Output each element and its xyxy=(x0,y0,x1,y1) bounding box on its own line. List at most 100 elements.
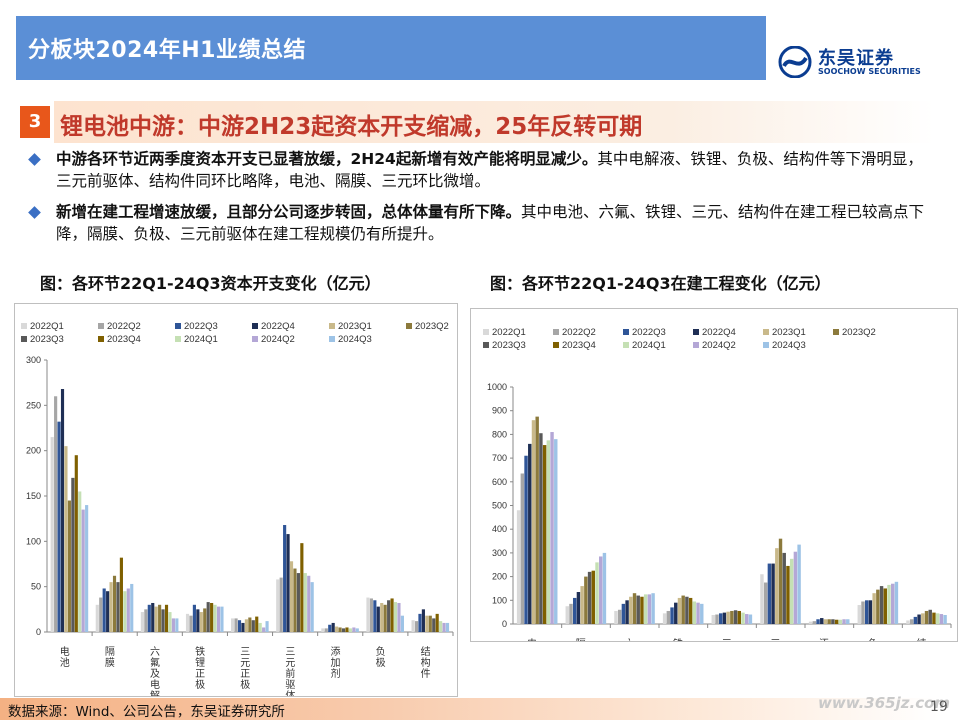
bar-2024Q1-4 xyxy=(741,612,745,624)
bar-2023Q2-6 xyxy=(827,619,831,624)
bar-2023Q1-2 xyxy=(154,606,158,632)
bar-2022Q4-0 xyxy=(528,443,532,624)
bar-2024Q1-4 xyxy=(258,622,262,632)
bar-2022Q2-0 xyxy=(520,473,525,624)
legend-label: 2024Q2 xyxy=(261,334,295,345)
x-category-label: 三元前驱体 xyxy=(283,646,295,696)
legend-item: 2022Q1 xyxy=(21,321,64,332)
bar-2023Q3-4 xyxy=(251,620,255,632)
bar-2022Q4-2 xyxy=(151,602,155,632)
bar-2022Q3-2 xyxy=(147,604,151,632)
legend-item: 2023Q1 xyxy=(763,327,806,338)
capex-chart: 2022Q1 2022Q2 2022Q3 2022Q4 2023Q1 2023Q2 2023… xyxy=(14,303,458,697)
bar-2024Q3-8 xyxy=(445,622,450,632)
bar-2022Q3-4 xyxy=(718,613,723,624)
legend-label: 2024Q2 xyxy=(702,340,736,351)
bar-2023Q1-8 xyxy=(921,613,925,624)
bar-2024Q1-7 xyxy=(887,584,891,624)
bar-2022Q4-3 xyxy=(196,609,200,632)
bar-2022Q4-1 xyxy=(106,591,110,632)
bar-2023Q3-0 xyxy=(539,433,543,624)
bar-2024Q1-1 xyxy=(595,562,599,624)
bullet-point-2: 新增在建工程增速放缓，且部分公司逐步转固，总体体量有所下降。其中电池、六氟、铁锂… xyxy=(24,201,924,247)
bar-2024Q2-7 xyxy=(891,583,895,624)
legend-label: 2022Q1 xyxy=(30,321,64,332)
legend-label: 2023Q2 xyxy=(415,321,449,332)
bar-2022Q3-0 xyxy=(524,455,528,624)
bar-2023Q1-5 xyxy=(289,561,294,632)
bar-2023Q1-4 xyxy=(726,611,730,624)
legend-swatch xyxy=(252,323,258,330)
x-category-label: 隔膜 xyxy=(102,646,114,668)
bar-2022Q4-5 xyxy=(286,534,290,632)
bar-2023Q1-1 xyxy=(109,582,113,632)
bar-2022Q3-5 xyxy=(767,563,772,624)
legend-swatch xyxy=(623,329,629,336)
x-category-label: 结构件 xyxy=(914,637,926,641)
y-tick-label: 900 xyxy=(492,406,507,416)
legend-item: 2023Q2 xyxy=(406,321,449,332)
legend-item: 2023Q3 xyxy=(483,340,526,351)
bar-2022Q3-8 xyxy=(418,613,422,632)
x-category-label: 电池 xyxy=(525,637,537,641)
bar-2022Q3-1 xyxy=(572,597,577,624)
bar-2023Q3-4 xyxy=(733,610,738,624)
bar-2023Q3-7 xyxy=(879,586,884,624)
bar-2024Q2-2 xyxy=(647,594,652,624)
bar-2022Q2-5 xyxy=(279,577,283,632)
bar-2024Q1-8 xyxy=(935,613,940,624)
bar-2023Q3-5 xyxy=(296,573,300,632)
bar-2023Q4-1 xyxy=(119,557,123,632)
bar-2024Q3-4 xyxy=(748,614,753,624)
y-tick-label: 200 xyxy=(26,446,41,456)
bar-2024Q2-5 xyxy=(793,551,798,624)
legend-label: 2022Q1 xyxy=(492,327,526,338)
bar-2022Q1-3 xyxy=(662,613,667,624)
bar-2023Q1-0 xyxy=(531,420,536,624)
x-category-label: 三元正极 xyxy=(719,638,731,641)
bar-2023Q4-4 xyxy=(255,616,259,632)
footer-bar: 数据来源：Wind、公司公告，东吴证券研究所 xyxy=(0,698,940,720)
y-tick-label: 1000 xyxy=(487,382,507,392)
x-category-label: 负极 xyxy=(865,637,877,641)
section-header: 锂电池中游：中游2H23起资本开支缩减，25年反转可期 xyxy=(54,101,934,143)
bar-2023Q4-2 xyxy=(640,596,644,624)
legend-swatch xyxy=(693,329,699,336)
bar-2024Q1-3 xyxy=(692,601,697,624)
legend-swatch xyxy=(252,336,258,343)
bar-2023Q2-5 xyxy=(778,538,783,624)
legend-item: 2023Q1 xyxy=(329,321,372,332)
legend-item: 2023Q3 xyxy=(21,334,64,345)
bar-2022Q1-5 xyxy=(276,579,280,632)
bullet-point-1: 中游各环节近两季度资本开支已显著放缓，2H24起新增有效产能将明显减少。其中电解… xyxy=(24,148,924,194)
bar-2023Q2-6 xyxy=(338,627,342,632)
bar-2022Q1-0 xyxy=(50,437,54,632)
x-category-label: 三元前驱体 xyxy=(768,638,780,641)
legend-label: 2023Q2 xyxy=(842,327,876,338)
bar-2023Q4-5 xyxy=(300,543,304,632)
legend-swatch xyxy=(98,323,104,330)
logo-name-en: SOOCHOW SECURITIES xyxy=(818,67,921,76)
page-title: 分板块2024年H1业绩总结 xyxy=(28,38,306,63)
bar-2023Q1-3 xyxy=(199,612,203,632)
legend-item: 2024Q1 xyxy=(623,340,666,351)
legend-label: 2022Q2 xyxy=(107,321,141,332)
bar-2024Q3-0 xyxy=(554,439,558,624)
bar-2023Q4-8 xyxy=(932,612,936,624)
legend-swatch xyxy=(763,329,769,336)
bullet-2-bold: 新增在建工程增速放缓，且部分公司逐步转固，总体体量有所下降。 xyxy=(56,203,522,221)
bar-2023Q2-7 xyxy=(383,604,387,632)
bar-2024Q3-4 xyxy=(265,621,269,632)
bar-2022Q2-6 xyxy=(812,621,817,624)
legend-swatch xyxy=(483,329,489,336)
y-tick-label: 50 xyxy=(31,582,41,592)
section-title: 锂电池中游：中游2H23起资本开支缩减，25年反转可期 xyxy=(60,114,643,140)
bar-2022Q2-8 xyxy=(414,621,419,632)
legend-item: 2022Q2 xyxy=(98,321,141,332)
bar-2023Q2-2 xyxy=(158,604,162,632)
bar-2022Q4-6 xyxy=(820,618,824,624)
bar-2023Q4-3 xyxy=(688,597,693,624)
legend-item: 2022Q4 xyxy=(693,327,736,338)
legend-label: 2023Q3 xyxy=(492,340,526,351)
bar-2022Q2-3 xyxy=(189,615,193,632)
